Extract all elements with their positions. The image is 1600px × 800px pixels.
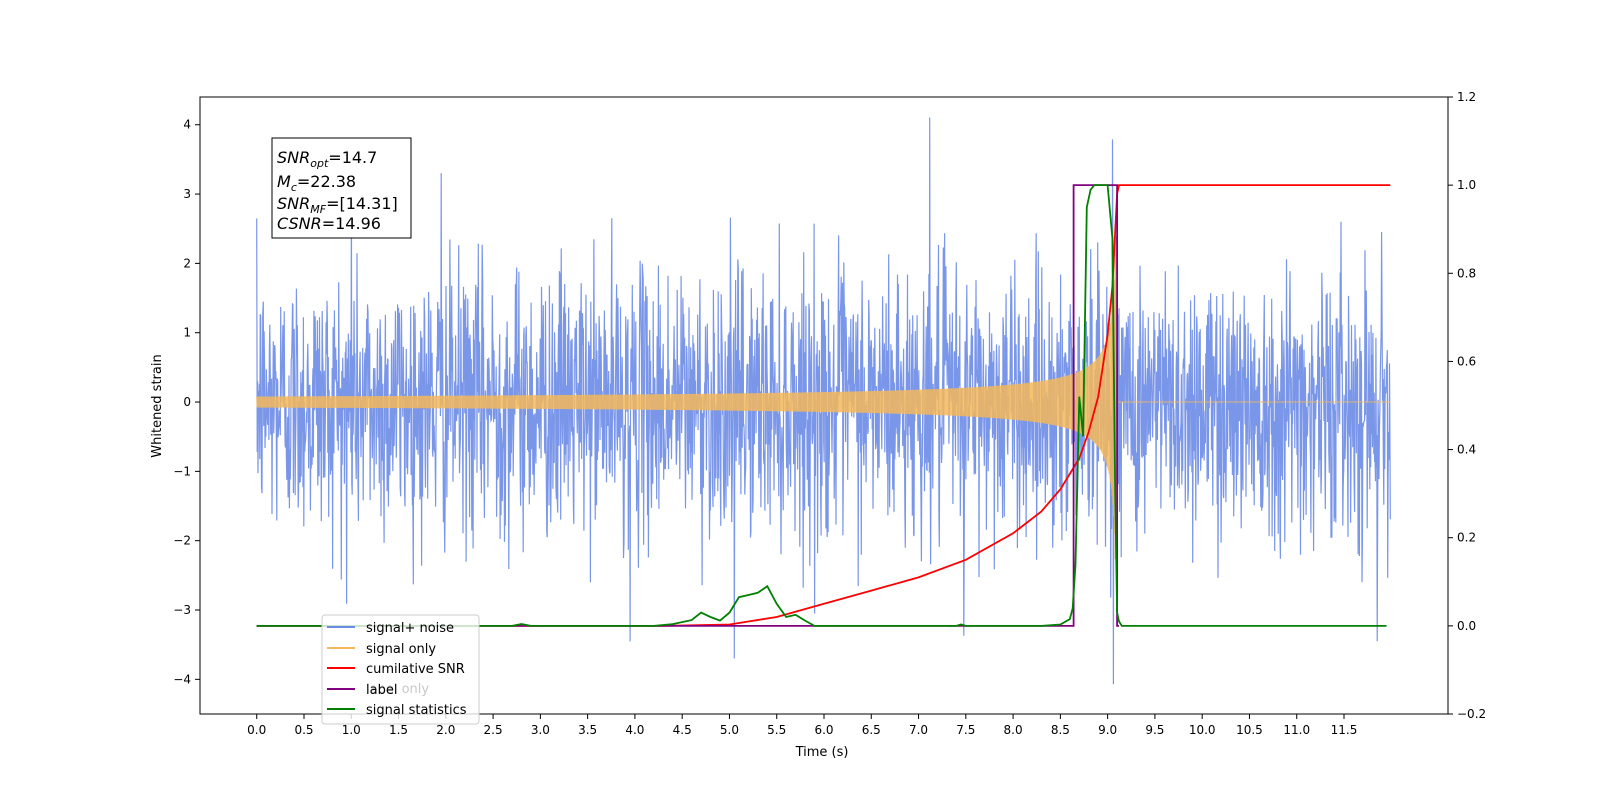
x-tick-label: 0.0 [247, 723, 266, 737]
y2-tick-label: −0.2 [1457, 707, 1486, 721]
x-tick-label: 8.0 [1004, 723, 1023, 737]
y-axis-right: 1.2 1.0 0.8 0.6 0.4 0.2 0.0 −0.2 [1448, 90, 1486, 721]
x-tick-label: 2.5 [484, 723, 503, 737]
legend-entry-cumilative-snr: cumilative SNR [327, 662, 465, 677]
legend-entry-label: label [327, 683, 397, 698]
x-tick-label: 0.5 [294, 723, 313, 737]
annotation-line-snr-mf: SNRMF=[14.31] [277, 194, 398, 216]
legend-ghost-label: label only [366, 682, 429, 697]
legend-entry-signal-only: signal only [327, 642, 436, 657]
x-tick-label: 3.0 [531, 723, 550, 737]
x-tick-label: 7.5 [956, 723, 975, 737]
series-signal-statistics [256, 184, 1387, 627]
x-tick-label: 4.5 [673, 723, 692, 737]
x-tick-label: 4.0 [625, 723, 644, 737]
x-tick-label: 6.0 [814, 723, 833, 737]
y-tick-label: 0 [183, 395, 191, 409]
x-tick-label: 5.5 [767, 723, 786, 737]
x-tick-label: 1.0 [342, 723, 361, 737]
y-axis-left: 4 3 2 1 0 −1 −2 −3 −4 [173, 118, 200, 686]
legend-label: signal statistics [366, 703, 467, 718]
y-tick-label: −2 [173, 534, 191, 548]
legend-label: label [366, 683, 397, 698]
x-tick-label: 2.0 [436, 723, 455, 737]
legend-entry-signal-statistics: signal statistics [327, 703, 467, 718]
annotation-line-mc: Mc=22.38 [277, 172, 356, 194]
y-tick-label: 2 [183, 256, 191, 270]
y-axis-label: Whitened strain [150, 354, 165, 457]
x-tick-label: 10.5 [1236, 723, 1263, 737]
x-tick-label: 3.5 [578, 723, 597, 737]
y2-tick-label: 0.2 [1457, 531, 1476, 545]
x-tick-label: 11.5 [1331, 723, 1358, 737]
y2-tick-label: 0.0 [1457, 619, 1476, 633]
x-tick-label: 9.0 [1098, 723, 1117, 737]
x-tick-label: 6.5 [862, 723, 881, 737]
series-signal-only [256, 242, 1391, 562]
x-tick-label: 7.0 [909, 723, 928, 737]
y-tick-label: −3 [173, 603, 191, 617]
x-tick-label: 9.5 [1145, 723, 1164, 737]
x-axis: 0.0 0.5 1.0 1.5 2.0 2.5 3.0 3.5 4.0 4.5 5.0 5.5 6.0 6… [247, 714, 1357, 737]
y2-tick-label: 0.8 [1457, 266, 1476, 280]
y-tick-label: −1 [173, 464, 191, 478]
annotation-line-snr-opt: SNRopt=14.7 [277, 148, 377, 170]
y2-tick-label: 0.4 [1457, 443, 1476, 457]
series-signal-noise [256, 117, 1391, 685]
y-tick-label: 3 [183, 187, 191, 201]
annotation-box: SNRopt=14.7 Mc=22.38 SNRMF=[14.31] CSNR=… [271, 137, 412, 239]
x-tick-label: 1.5 [389, 723, 408, 737]
y-tick-label: 4 [183, 118, 191, 132]
series-layer [256, 117, 1391, 685]
x-tick-label: 8.5 [1051, 723, 1070, 737]
y-tick-label: 1 [183, 326, 191, 340]
legend-label: cumilative SNR [366, 662, 465, 677]
y-tick-label: −4 [173, 672, 191, 686]
legend-label: signal+ noise [366, 621, 454, 636]
y2-tick-label: 1.2 [1457, 90, 1476, 104]
y2-tick-label: 1.0 [1457, 178, 1476, 192]
x-axis-label: Time (s) [795, 745, 849, 760]
legend: label only signal+ noise signal only cum… [321, 614, 480, 725]
legend-label: signal only [366, 642, 436, 657]
x-tick-label: 11.0 [1283, 723, 1310, 737]
x-tick-label: 10.0 [1189, 723, 1216, 737]
annotation-line-csnr: CSNR=14.96 [277, 214, 381, 233]
legend-entry-signal-noise: signal+ noise [327, 621, 454, 636]
y2-tick-label: 0.6 [1457, 354, 1476, 368]
x-tick-label: 5.0 [720, 723, 739, 737]
